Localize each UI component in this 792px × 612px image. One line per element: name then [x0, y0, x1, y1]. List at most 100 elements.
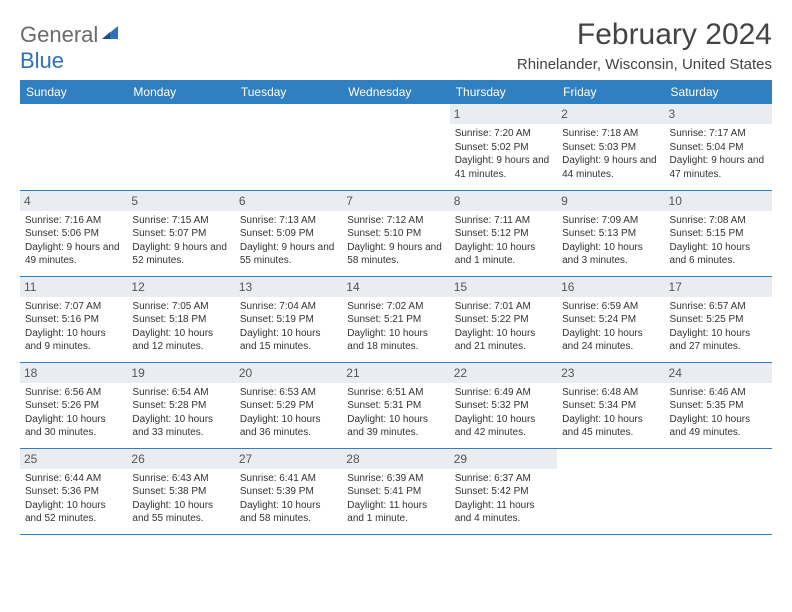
day-info: Sunrise: 7:12 AMSunset: 5:10 PMDaylight:…: [347, 214, 444, 268]
calendar-cell: 18Sunrise: 6:56 AMSunset: 5:26 PMDayligh…: [20, 362, 127, 448]
calendar-cell: 9 Sunrise: 7:09 AMSunset: 5:13 PMDaylight…: [557, 190, 664, 276]
calendar-row: 11Sunrise: 7:07 AMSunset: 5:16 PMDayligh…: [20, 276, 772, 362]
calendar-cell: 7 Sunrise: 7:12 AMSunset: 5:10 PMDaylight…: [342, 190, 449, 276]
calendar-row: 1 Sunrise: 7:20 AMSunset: 5:02 PMDaylight…: [20, 104, 772, 190]
day-number: 9: [557, 191, 664, 211]
calendar-cell: 14 Sunrise: 7:02 AMSunset: 5:21 PMDayligh…: [342, 276, 449, 362]
day-number: 16: [557, 277, 664, 297]
calendar-cell: 22 Sunrise: 6:49 AMSunset: 5:32 PMDayligh…: [450, 362, 557, 448]
calendar-cell: 4 Sunrise: 7:16 AMSunset: 5:06 PMDaylight…: [20, 190, 127, 276]
calendar-cell-empty: [127, 104, 234, 190]
calendar-body: 1 Sunrise: 7:20 AMSunset: 5:02 PMDaylight…: [20, 104, 772, 534]
calendar-cell: 1 Sunrise: 7:20 AMSunset: 5:02 PMDaylight…: [450, 104, 557, 190]
calendar-cell: 11Sunrise: 7:07 AMSunset: 5:16 PMDayligh…: [20, 276, 127, 362]
calendar-cell-empty: [235, 104, 342, 190]
day-number: 20: [235, 363, 342, 383]
day-number: 24: [665, 363, 772, 383]
calendar-cell: 12Sunrise: 7:05 AMSunset: 5:18 PMDayligh…: [127, 276, 234, 362]
day-number: 5: [127, 191, 234, 211]
calendar-cell-empty: [342, 104, 449, 190]
day-info: Sunrise: 7:04 AMSunset: 5:19 PMDaylight:…: [240, 300, 337, 354]
day-info: Sunrise: 6:43 AMSunset: 5:38 PMDaylight:…: [132, 472, 229, 526]
calendar-page: GeneralBlue February 2024 Rhinelander, W…: [0, 0, 792, 545]
day-info: Sunrise: 6:59 AMSunset: 5:24 PMDaylight:…: [562, 300, 659, 354]
calendar-cell-empty: [557, 448, 664, 534]
calendar-cell: 29 Sunrise: 6:37 AMSunset: 5:42 PMDayligh…: [450, 448, 557, 534]
logo-text-blue: Blue: [20, 48, 64, 73]
day-number: 4: [20, 191, 127, 211]
header: GeneralBlue February 2024 Rhinelander, W…: [20, 18, 772, 74]
calendar-cell-empty: [665, 448, 772, 534]
day-info: Sunrise: 6:56 AMSunset: 5:26 PMDaylight:…: [25, 386, 122, 440]
day-info: Sunrise: 7:16 AMSunset: 5:06 PMDaylight:…: [25, 214, 122, 268]
day-number: 15: [450, 277, 557, 297]
day-number: 21: [342, 363, 449, 383]
day-number: 8: [450, 191, 557, 211]
weekday-header: Thursday: [450, 80, 557, 104]
day-info: Sunrise: 7:13 AMSunset: 5:09 PMDaylight:…: [240, 214, 337, 268]
day-number: 27: [235, 449, 342, 469]
day-number: 10: [665, 191, 772, 211]
location-text: Rhinelander, Wisconsin, United States: [517, 56, 772, 73]
day-info: Sunrise: 6:54 AMSunset: 5:28 PMDaylight:…: [132, 386, 229, 440]
calendar-row: 4 Sunrise: 7:16 AMSunset: 5:06 PMDaylight…: [20, 190, 772, 276]
day-info: Sunrise: 7:17 AMSunset: 5:04 PMDaylight:…: [670, 127, 767, 181]
calendar-cell: 23 Sunrise: 6:48 AMSunset: 5:34 PMDayligh…: [557, 362, 664, 448]
day-info: Sunrise: 7:01 AMSunset: 5:22 PMDaylight:…: [455, 300, 552, 354]
calendar-cell: 8Sunrise: 7:11 AMSunset: 5:12 PMDaylight…: [450, 190, 557, 276]
day-info: Sunrise: 6:49 AMSunset: 5:32 PMDaylight:…: [455, 386, 552, 440]
day-number: 28: [342, 449, 449, 469]
calendar-cell: 19 Sunrise: 6:54 AMSunset: 5:28 PMDayligh…: [127, 362, 234, 448]
calendar-cell: 3 Sunrise: 7:17 AMSunset: 5:04 PMDaylight…: [665, 104, 772, 190]
calendar-cell: 13 Sunrise: 7:04 AMSunset: 5:19 PMDayligh…: [235, 276, 342, 362]
month-title: February 2024: [517, 18, 772, 52]
day-number: 22: [450, 363, 557, 383]
day-info: Sunrise: 6:39 AMSunset: 5:41 PMDaylight:…: [347, 472, 444, 526]
day-info: Sunrise: 6:46 AMSunset: 5:35 PMDaylight:…: [670, 386, 767, 440]
day-number: 6: [235, 191, 342, 211]
calendar-cell: 21 Sunrise: 6:51 AMSunset: 5:31 PMDayligh…: [342, 362, 449, 448]
calendar-cell: 2 Sunrise: 7:18 AMSunset: 5:03 PMDaylight…: [557, 104, 664, 190]
day-number: 19: [127, 363, 234, 383]
day-number: 14: [342, 277, 449, 297]
calendar-row: 25Sunrise: 6:44 AMSunset: 5:36 PMDayligh…: [20, 448, 772, 534]
day-info: Sunrise: 7:05 AMSunset: 5:18 PMDaylight:…: [132, 300, 229, 354]
logo-sail-icon: [100, 22, 120, 48]
day-info: Sunrise: 6:51 AMSunset: 5:31 PMDaylight:…: [347, 386, 444, 440]
weekday-header: Tuesday: [235, 80, 342, 104]
day-info: Sunrise: 6:37 AMSunset: 5:42 PMDaylight:…: [455, 472, 552, 526]
calendar-cell: 28 Sunrise: 6:39 AMSunset: 5:41 PMDayligh…: [342, 448, 449, 534]
calendar-cell: 25Sunrise: 6:44 AMSunset: 5:36 PMDayligh…: [20, 448, 127, 534]
day-info: Sunrise: 7:08 AMSunset: 5:15 PMDaylight:…: [670, 214, 767, 268]
calendar-header-row: SundayMondayTuesdayWednesdayThursdayFrid…: [20, 80, 772, 104]
day-info: Sunrise: 7:18 AMSunset: 5:03 PMDaylight:…: [562, 127, 659, 181]
day-number: 2: [557, 104, 664, 124]
calendar-cell: 17 Sunrise: 6:57 AMSunset: 5:25 PMDayligh…: [665, 276, 772, 362]
calendar-cell: 5 Sunrise: 7:15 AMSunset: 5:07 PMDaylight…: [127, 190, 234, 276]
day-number: 17: [665, 277, 772, 297]
day-number: 3: [665, 104, 772, 124]
day-info: Sunrise: 7:20 AMSunset: 5:02 PMDaylight:…: [455, 127, 552, 181]
weekday-header: Wednesday: [342, 80, 449, 104]
day-info: Sunrise: 7:15 AMSunset: 5:07 PMDaylight:…: [132, 214, 229, 268]
day-number: 7: [342, 191, 449, 211]
calendar-cell: 10 Sunrise: 7:08 AMSunset: 5:15 PMDayligh…: [665, 190, 772, 276]
day-info: Sunrise: 6:41 AMSunset: 5:39 PMDaylight:…: [240, 472, 337, 526]
day-number: 23: [557, 363, 664, 383]
day-info: Sunrise: 6:57 AMSunset: 5:25 PMDaylight:…: [670, 300, 767, 354]
day-number: 29: [450, 449, 557, 469]
logo: GeneralBlue: [20, 18, 120, 74]
day-info: Sunrise: 7:09 AMSunset: 5:13 PMDaylight:…: [562, 214, 659, 268]
title-block: February 2024 Rhinelander, Wisconsin, Un…: [517, 18, 772, 73]
weekday-header: Saturday: [665, 80, 772, 104]
calendar-cell-empty: [20, 104, 127, 190]
day-number: 25: [20, 449, 127, 469]
day-number: 26: [127, 449, 234, 469]
logo-text-gray: General: [20, 22, 98, 47]
day-info: Sunrise: 7:02 AMSunset: 5:21 PMDaylight:…: [347, 300, 444, 354]
calendar-cell: 26 Sunrise: 6:43 AMSunset: 5:38 PMDayligh…: [127, 448, 234, 534]
day-number: 1: [450, 104, 557, 124]
day-number: 13: [235, 277, 342, 297]
calendar-cell: 15 Sunrise: 7:01 AMSunset: 5:22 PMDayligh…: [450, 276, 557, 362]
day-info: Sunrise: 6:48 AMSunset: 5:34 PMDaylight:…: [562, 386, 659, 440]
